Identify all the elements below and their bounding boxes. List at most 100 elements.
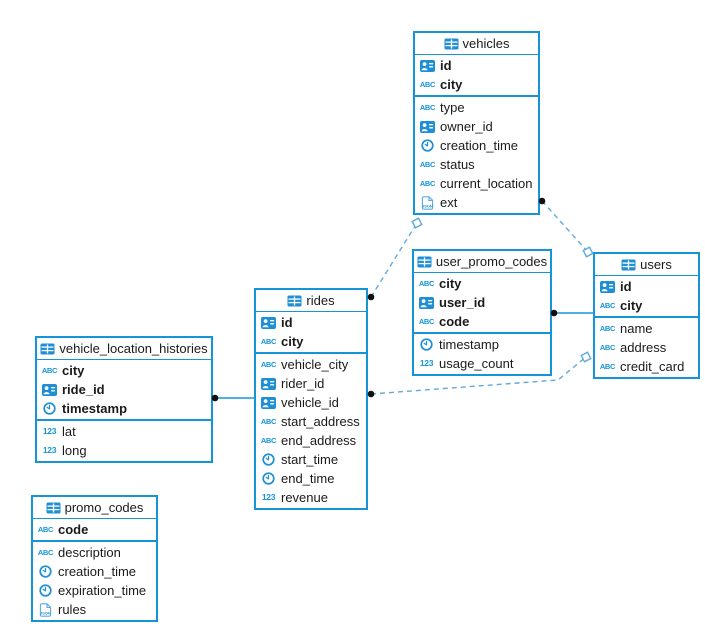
text-icon: ABC <box>260 359 277 369</box>
field-row-description[interactable]: ABC description <box>33 543 156 562</box>
field-row-city[interactable]: ABC city <box>415 75 538 94</box>
text-icon: ABC <box>418 316 435 326</box>
field-name: code <box>58 522 89 537</box>
field-row-user_id[interactable]: user_id <box>414 293 550 312</box>
field-row-city[interactable]: ABC city <box>256 332 366 351</box>
field-row-address[interactable]: ABC address <box>595 338 698 357</box>
table-header[interactable]: rides <box>256 290 366 312</box>
field-row-usage_count[interactable]: 123 usage_count <box>414 354 550 373</box>
field-name: expiration_time <box>58 583 147 598</box>
field-row-timestamp[interactable]: timestamp <box>414 335 550 354</box>
field-name: city <box>281 334 304 349</box>
id-icon <box>419 120 436 133</box>
table-vehicle_location_histories[interactable]: vehicle_location_histories ABC city ride_id… <box>35 336 213 463</box>
table-header[interactable]: users <box>595 254 698 276</box>
field-row-credit_card[interactable]: ABC credit_card <box>595 357 698 376</box>
fields-section: ABC name ABC address ABC credit_card <box>595 318 698 377</box>
field-row-start_time[interactable]: start_time <box>256 450 366 469</box>
number-icon: 123 <box>419 358 434 369</box>
field-row-lat[interactable]: 123 lat <box>37 422 211 441</box>
id-icon <box>260 316 277 329</box>
field-name: timestamp <box>62 401 128 416</box>
field-row-start_address[interactable]: ABC start_address <box>256 412 366 431</box>
field-name: current_location <box>440 176 533 191</box>
field-row-long[interactable]: 123 long <box>37 441 211 460</box>
field-row-creation_time[interactable]: creation_time <box>33 562 156 581</box>
time-icon <box>37 565 54 578</box>
text-icon: ABC <box>37 524 54 534</box>
table-header[interactable]: promo_codes <box>33 497 156 519</box>
field-name: user_id <box>439 295 486 310</box>
table-vehicles[interactable]: vehicles id ABC city ABC type owner_id creation… <box>413 31 540 215</box>
field-row-id[interactable]: id <box>415 56 538 75</box>
table-header[interactable]: user_promo_codes <box>414 251 550 273</box>
field-row-timestamp[interactable]: timestamp <box>37 399 211 418</box>
table-header[interactable]: vehicle_location_histories <box>37 338 211 360</box>
text-icon: ABC <box>260 416 277 426</box>
primary-key-section: id ABC city <box>415 55 538 97</box>
field-name: lat <box>62 424 76 439</box>
field-name: city <box>439 276 462 291</box>
id-icon <box>41 383 58 396</box>
field-row-type[interactable]: ABC type <box>415 98 538 117</box>
id-icon <box>418 296 435 309</box>
field-name: type <box>440 100 465 115</box>
text-icon: ABC <box>418 278 435 288</box>
relation-rides-vehicles[interactable] <box>370 222 418 298</box>
number-icon: 123 <box>42 445 57 456</box>
field-row-ext[interactable]: JSON ext <box>415 193 538 212</box>
id-icon <box>260 377 277 390</box>
id-icon <box>419 59 436 72</box>
table-title: vehicle_location_histories <box>59 341 208 356</box>
field-name: end_time <box>281 471 335 486</box>
field-row-expiration_time[interactable]: expiration_time <box>33 581 156 600</box>
field-row-code[interactable]: ABC code <box>414 312 550 331</box>
field-name: code <box>439 314 470 329</box>
field-name: revenue <box>281 490 328 505</box>
time-icon <box>418 338 435 351</box>
field-name: rider_id <box>281 376 325 391</box>
table-header[interactable]: vehicles <box>415 33 538 55</box>
field-row-name[interactable]: ABC name <box>595 319 698 338</box>
field-row-end_address[interactable]: ABC end_address <box>256 431 366 450</box>
id-icon <box>260 396 277 409</box>
field-row-revenue[interactable]: 123 revenue <box>256 488 366 507</box>
table-user_promo_codes[interactable]: user_promo_codes ABC city user_id ABC code tim… <box>412 249 552 376</box>
field-row-end_time[interactable]: end_time <box>256 469 366 488</box>
field-row-rules[interactable]: JSON rules <box>33 600 156 619</box>
table-promo_codes[interactable]: promo_codes ABC code ABC description creation… <box>31 495 158 622</box>
field-name: start_time <box>281 452 339 467</box>
field-row-code[interactable]: ABC code <box>33 520 156 539</box>
field-row-city[interactable]: ABC city <box>595 296 698 315</box>
field-row-rider_id[interactable]: rider_id <box>256 374 366 393</box>
field-row-vehicle_city[interactable]: ABC vehicle_city <box>256 355 366 374</box>
id-icon <box>599 280 616 293</box>
table-title: vehicles <box>462 36 510 51</box>
field-row-city[interactable]: ABC city <box>414 274 550 293</box>
field-row-city[interactable]: ABC city <box>37 361 211 380</box>
field-row-id[interactable]: id <box>256 313 366 332</box>
fields-section: ABC vehicle_city rider_id vehicle_id ABC star… <box>256 354 366 508</box>
text-icon: ABC <box>419 159 436 169</box>
table-title: users <box>640 257 672 272</box>
field-row-status[interactable]: ABC status <box>415 155 538 174</box>
field-name: id <box>440 58 452 73</box>
field-row-ride_id[interactable]: ride_id <box>37 380 211 399</box>
field-row-owner_id[interactable]: owner_id <box>415 117 538 136</box>
table-icon <box>40 343 55 355</box>
field-row-creation_time[interactable]: creation_time <box>415 136 538 155</box>
number-icon: 123 <box>42 426 57 437</box>
field-row-current_location[interactable]: ABC current_location <box>415 174 538 193</box>
field-name: owner_id <box>440 119 493 134</box>
text-icon: ABC <box>419 178 436 188</box>
text-icon: ABC <box>260 336 277 346</box>
field-name: city <box>62 363 85 378</box>
number-icon: 123 <box>261 492 276 503</box>
field-row-vehicle_id[interactable]: vehicle_id <box>256 393 366 412</box>
relation-vehicles-users[interactable] <box>541 200 589 253</box>
table-users[interactable]: users id ABC city ABC name ABC address ABC credit… <box>593 252 700 379</box>
field-name: city <box>440 77 463 92</box>
field-row-id[interactable]: id <box>595 277 698 296</box>
